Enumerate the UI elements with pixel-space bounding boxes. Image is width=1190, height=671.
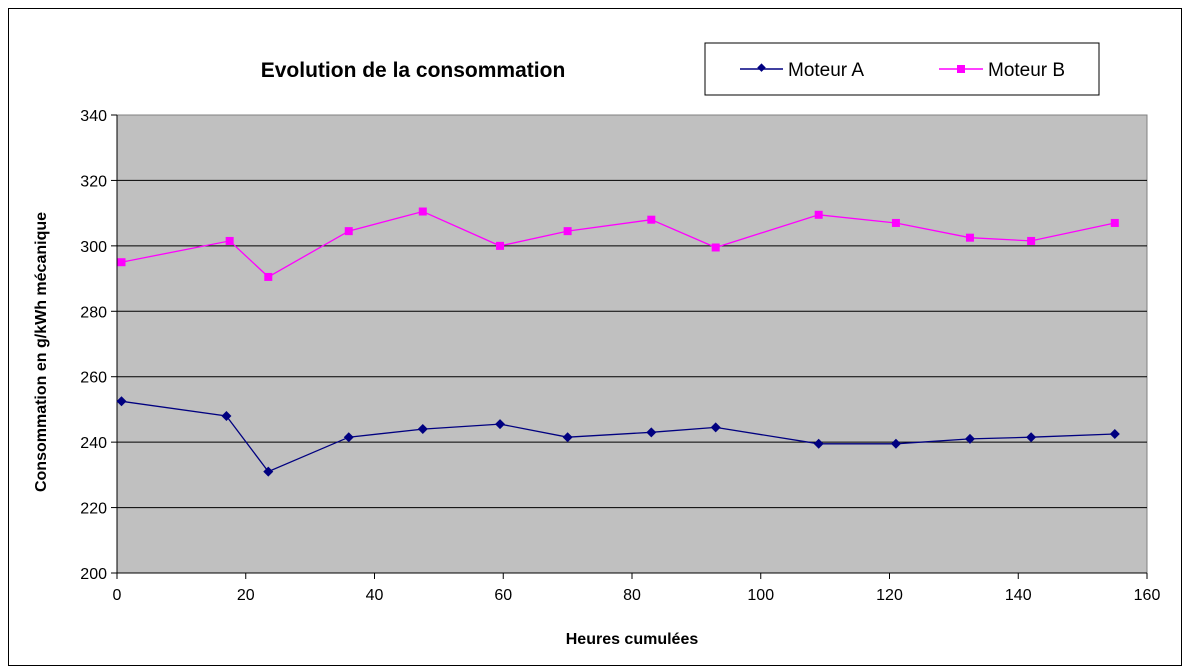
chart-canvas: 200 220 240 260 280 300 320 340 0 20 40 60 80 100 120 1… [8,8,1182,666]
data-point-moteur-a [1026,432,1037,443]
data-point-moteur-a [813,438,824,449]
axes: 200 220 240 260 280 300 320 340 0 20 40 60 80 100 120 1… [80,108,1160,604]
data-point-moteur-a [964,433,975,444]
x-tick-label: 20 [237,587,255,604]
x-tick-label: 100 [747,587,774,604]
series-layer [116,207,1120,477]
data-point-moteur-b [563,227,572,236]
legend-label-moteur-b: Moteur B [988,60,1065,81]
y-tick-label: 300 [80,239,107,256]
data-point-moteur-a [495,419,506,430]
chart-title: Evolution de la consommation [261,59,566,82]
data-point-moteur-a [221,410,232,421]
y-tick-label: 340 [80,108,107,125]
data-point-moteur-b [344,227,353,236]
x-tick-label: 160 [1134,587,1161,604]
y-tick-label: 240 [80,435,107,452]
data-point-moteur-b [225,236,234,245]
data-point-moteur-a [343,432,354,443]
chart-frame: 200 220 240 260 280 300 320 340 0 20 40 60 80 100 120 1… [8,8,1182,666]
data-point-moteur-a [646,427,657,438]
series-line-moteur-a [121,400,1115,473]
data-point-moteur-b [1027,236,1036,245]
data-point-moteur-b [814,210,823,219]
y-tick-label: 200 [80,566,107,583]
data-point-moteur-b [264,272,273,281]
y-tick-label: 220 [80,501,107,518]
data-point-moteur-a [263,466,274,477]
data-point-moteur-a [890,438,901,449]
data-point-moteur-b [496,241,505,250]
data-point-moteur-b [117,258,126,267]
data-point-moteur-a [417,424,428,435]
gridlines [117,179,1147,509]
x-tick-label: 40 [366,587,384,604]
plot-area [116,114,1148,574]
x-axis-label: Heures cumulées [566,631,699,648]
data-point-moteur-a [710,422,721,433]
y-axis-label: Consommation en g/kWh mécanique [33,212,50,492]
data-point-moteur-b [1110,218,1119,227]
series-line-moteur-b [121,210,1115,278]
data-point-moteur-a [562,432,573,443]
legend-label-moteur-a: Moteur A [788,60,864,81]
x-tick-label: 120 [876,587,903,604]
data-point-moteur-b [418,207,427,216]
legend-marker-moteur-b [957,65,965,73]
data-point-moteur-b [965,233,974,242]
legend: Moteur A Moteur B [704,42,1100,96]
x-tick-label: 140 [1005,587,1032,604]
data-point-moteur-b [711,243,720,252]
x-tick-label: 80 [623,587,641,604]
x-tick-label: 60 [494,587,512,604]
data-point-moteur-b [891,218,900,227]
data-point-moteur-a [116,396,127,407]
data-point-moteur-b [647,215,656,224]
y-tick-label: 280 [80,304,107,321]
data-point-moteur-a [1109,428,1120,439]
y-tick-label: 320 [80,173,107,190]
y-tick-label: 260 [80,370,107,387]
x-tick-label: 0 [113,587,122,604]
